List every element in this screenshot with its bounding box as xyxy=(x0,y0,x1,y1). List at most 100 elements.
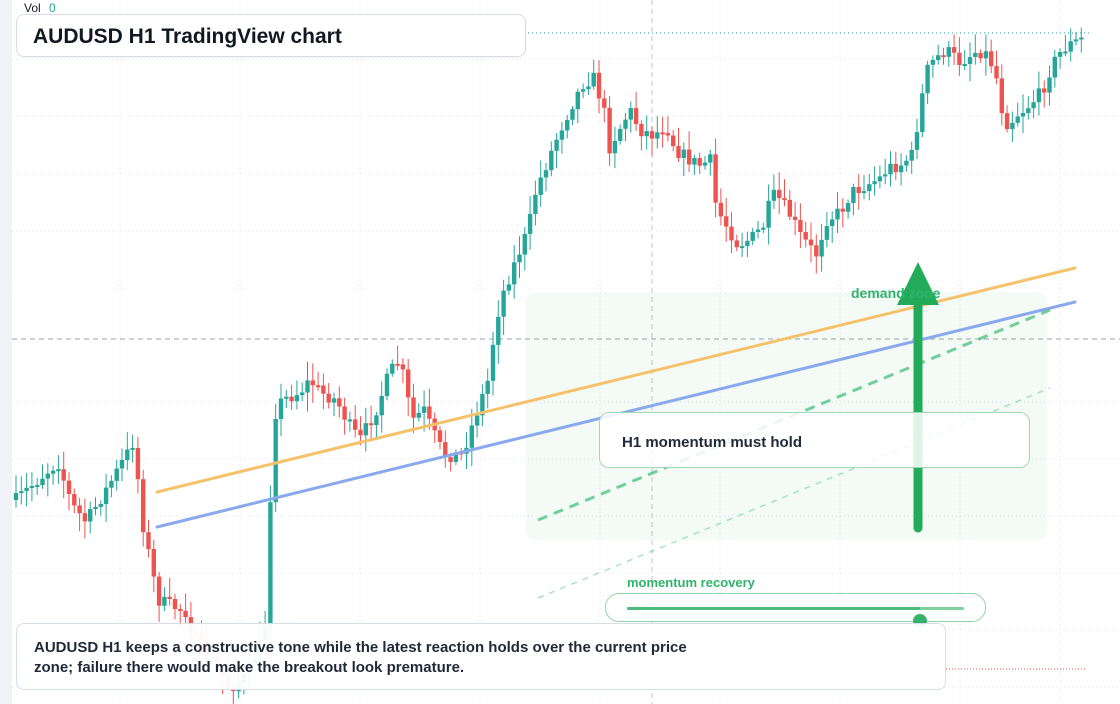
candle-body xyxy=(591,72,596,87)
candle-body xyxy=(851,187,856,204)
candle-body xyxy=(151,549,156,577)
candle-body xyxy=(936,55,941,60)
candle-body xyxy=(580,89,586,92)
candle-body xyxy=(93,506,98,510)
candle-body xyxy=(554,139,559,151)
chart-title: AUDUSD H1 TradingView chart xyxy=(33,25,342,48)
candle-body xyxy=(384,373,390,396)
candle-body xyxy=(326,393,331,403)
candle-body xyxy=(156,576,162,606)
candle-body xyxy=(443,442,448,458)
candle-body xyxy=(453,452,459,462)
candle-body xyxy=(390,363,395,374)
candle-body xyxy=(983,51,989,59)
momentum-slider-track[interactable] xyxy=(627,607,964,628)
candle-body xyxy=(739,246,745,249)
candle-body xyxy=(596,72,602,99)
candle-body xyxy=(967,57,973,64)
candle-body xyxy=(45,473,50,479)
candle-body xyxy=(1031,102,1036,109)
candle-body xyxy=(686,149,692,165)
candle-body xyxy=(77,505,82,514)
candle-body xyxy=(565,119,570,131)
candle-body xyxy=(819,239,824,257)
candle-body xyxy=(1042,88,1047,93)
candle-body xyxy=(655,132,660,139)
candle-body xyxy=(893,163,898,173)
candle-body xyxy=(649,131,655,139)
candle-body xyxy=(883,174,888,177)
candle-body xyxy=(485,380,490,394)
candle-body xyxy=(713,154,718,203)
candle-body xyxy=(35,485,40,487)
candle-body xyxy=(867,184,872,192)
momentum-slider[interactable] xyxy=(605,593,986,628)
candle-body xyxy=(771,189,777,201)
volume-indicator-value: 0 xyxy=(49,1,56,15)
candle-body xyxy=(639,124,644,137)
candle-body xyxy=(337,398,342,407)
candle-body xyxy=(618,128,623,141)
candle-body xyxy=(130,447,135,450)
chart-grid xyxy=(12,0,1120,704)
candle-body xyxy=(119,460,125,469)
candle-body xyxy=(146,532,151,550)
candle-body xyxy=(347,419,353,422)
candle-body xyxy=(734,240,739,248)
candle-body xyxy=(358,429,363,436)
candle-body xyxy=(310,380,315,386)
candle-body xyxy=(379,395,384,416)
candle-body xyxy=(1068,41,1073,52)
candle-body xyxy=(61,469,66,481)
candle-body xyxy=(951,47,957,53)
candle-body xyxy=(718,202,724,217)
candle-body xyxy=(103,487,109,504)
candle-body xyxy=(331,398,337,403)
candle-body xyxy=(888,163,893,175)
candle-body xyxy=(82,513,88,522)
candle-body xyxy=(994,66,999,79)
candle-body xyxy=(368,423,374,426)
candle-body xyxy=(586,86,591,90)
candle-body xyxy=(533,194,538,214)
candle-body xyxy=(575,91,580,110)
candle-body xyxy=(1010,122,1015,130)
candle-body xyxy=(353,419,358,430)
candle-body xyxy=(496,316,501,345)
candle-body xyxy=(623,119,628,129)
candle-body xyxy=(644,131,649,137)
candle-body xyxy=(490,344,496,381)
momentum-slider-label: momentum recovery xyxy=(627,575,755,590)
candle-body xyxy=(427,406,432,419)
candle-body xyxy=(109,480,114,488)
candle-body xyxy=(681,149,686,158)
candle-body xyxy=(856,187,861,193)
candle-body xyxy=(135,447,141,480)
candle-body xyxy=(766,200,771,228)
candlestick-series xyxy=(13,27,1084,704)
candle-body xyxy=(538,177,543,195)
momentum-slider-fill xyxy=(627,607,921,610)
candle-body xyxy=(697,158,702,166)
candle-body xyxy=(421,406,427,413)
candle-body xyxy=(289,396,294,402)
candle-body xyxy=(671,135,676,147)
candle-body xyxy=(363,423,368,436)
candle-body xyxy=(56,469,61,472)
candle-body xyxy=(724,216,729,227)
candle-body xyxy=(342,406,347,420)
candle-body xyxy=(840,208,845,212)
candle-body xyxy=(999,78,1004,114)
candle-body xyxy=(745,240,750,247)
candle-body xyxy=(708,154,713,163)
candle-body xyxy=(284,396,289,399)
candle-body xyxy=(877,176,883,182)
candle-body xyxy=(517,254,522,263)
candle-body xyxy=(512,262,517,285)
candle-body xyxy=(543,170,549,178)
candle-body xyxy=(474,415,480,426)
candle-body xyxy=(803,232,808,240)
candle-body xyxy=(411,397,416,418)
